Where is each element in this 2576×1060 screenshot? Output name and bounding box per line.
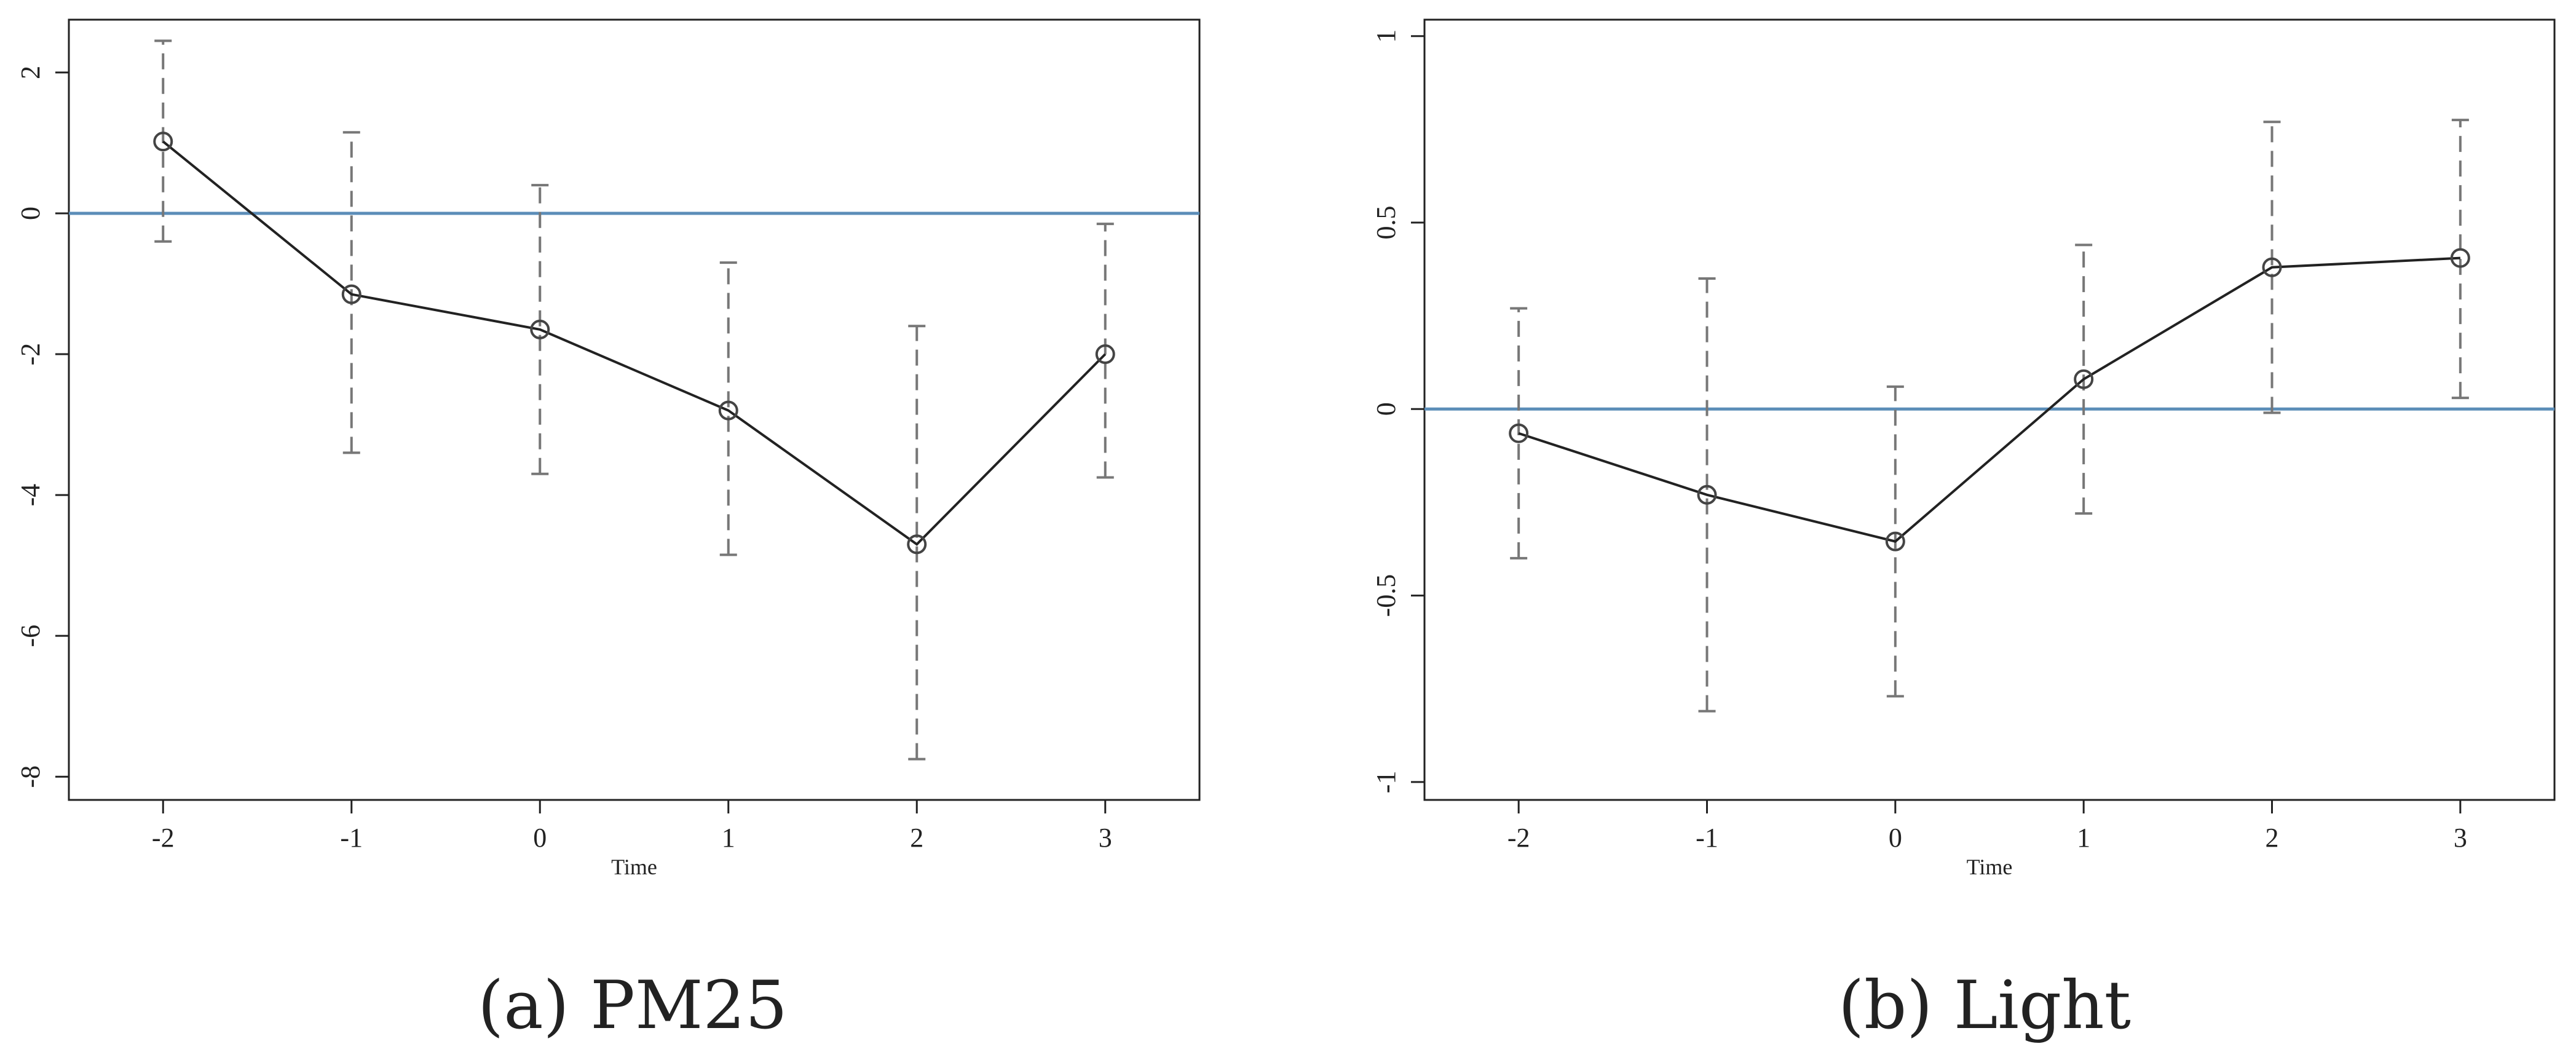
point [1697, 485, 1717, 505]
x-tick-label: -1 [1696, 823, 1718, 853]
point [2450, 248, 2470, 268]
point [718, 400, 738, 421]
y-tick-label: -0.5 [1371, 574, 1401, 617]
series-line [162, 140, 1107, 546]
x-tick-label: -2 [1507, 823, 1530, 853]
series-line [1518, 256, 2460, 543]
x-tick-label: -2 [152, 823, 175, 853]
point [2074, 369, 2094, 389]
y-tick-label: -4 [15, 484, 45, 507]
y-tick-label: 2 [15, 66, 45, 79]
y-tick-label: -1 [1371, 771, 1401, 794]
x-tick-label: 1 [2077, 823, 2090, 853]
plot-frame [68, 18, 1201, 801]
y-tick-label: 0 [1371, 402, 1401, 416]
point [1095, 344, 1115, 365]
point [2262, 257, 2282, 277]
point [530, 319, 550, 339]
x-tick-label: 1 [722, 823, 735, 853]
y-tick-label: 1 [1371, 30, 1401, 43]
point [1509, 423, 1529, 443]
y-tick-label: -6 [15, 625, 45, 647]
y-tick-label: 0.5 [1371, 205, 1401, 239]
x-axis-label: Time [1967, 855, 2013, 879]
x-tick-label: 0 [533, 823, 547, 853]
x-tick-label: 0 [1889, 823, 1902, 853]
y-tick-label: -8 [15, 765, 45, 788]
caption: (a) PM25 [478, 967, 788, 1044]
x-tick-label: -1 [340, 823, 363, 853]
point [153, 132, 173, 152]
point [907, 534, 927, 555]
point [341, 284, 362, 304]
x-tick-label: 2 [2266, 823, 2279, 853]
y-tick-label: 0 [15, 207, 45, 220]
y-tick-label: -2 [15, 343, 45, 366]
x-axis-label: Time [611, 855, 657, 879]
x-tick-label: 2 [910, 823, 923, 853]
point [1885, 531, 1905, 552]
x-tick-label: 3 [2454, 823, 2467, 853]
x-tick-label: 3 [1099, 823, 1112, 853]
caption: (b) Light [1838, 967, 2131, 1044]
